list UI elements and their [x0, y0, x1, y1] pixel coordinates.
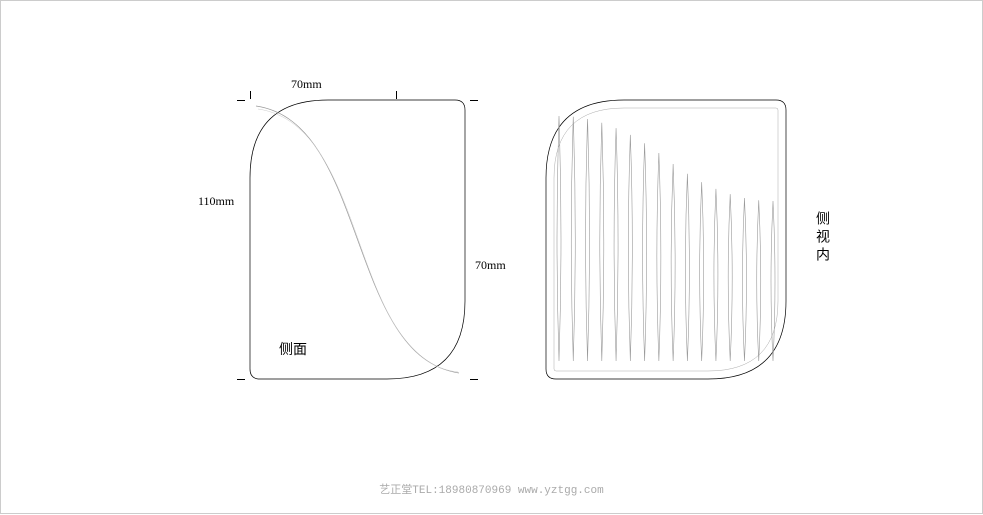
fin: [586, 119, 590, 361]
dim-tick: [237, 379, 245, 380]
dim-tick: [237, 100, 245, 101]
fin: [685, 174, 689, 361]
fin: [614, 128, 618, 361]
dim-left-height: 110mm: [198, 194, 234, 209]
fin: [657, 153, 661, 361]
fin: [628, 135, 632, 361]
footer-watermark: 艺正堂TEL:18980870969 www.yztgg.com: [1, 481, 982, 497]
dim-top-width: 70mm: [291, 77, 322, 92]
right-view-label: 侧视内: [811, 211, 831, 265]
dim-tick: [250, 91, 251, 99]
right-view-shape: [546, 100, 786, 379]
fin: [600, 123, 604, 361]
fin: [728, 194, 732, 361]
fin: [643, 143, 647, 361]
left-view-shape: [250, 100, 465, 379]
fin: [671, 164, 675, 361]
fin: [757, 200, 761, 361]
fin: [557, 116, 561, 361]
fin: [700, 182, 704, 361]
dim-tick: [470, 100, 478, 101]
fin: [714, 189, 718, 361]
fin: [571, 117, 575, 361]
dim-tick: [396, 91, 397, 99]
dim-tick: [470, 379, 478, 380]
fin: [742, 198, 746, 361]
dim-right-height: 70mm: [475, 258, 506, 273]
left-view-label: 侧面: [279, 339, 307, 359]
